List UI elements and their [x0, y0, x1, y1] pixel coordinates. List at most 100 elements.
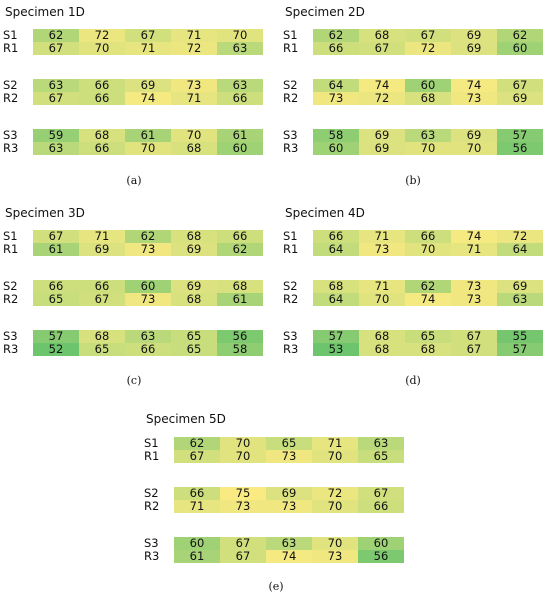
heatmap-row-s1: S1 62 72 67 71 70 [3, 29, 263, 42]
row-label: S1 [283, 28, 298, 42]
heatmap-cell: 63 [497, 293, 543, 306]
heatmap-cell: 66 [79, 79, 125, 92]
heatmap-cell: 63 [125, 330, 171, 343]
heatmap-cell: 72 [405, 42, 451, 55]
heatmap-cell: 63 [266, 537, 312, 550]
heatmap-cell: 62 [174, 437, 220, 450]
heatmap-cell: 67 [497, 79, 543, 92]
heatmap-cell: 66 [79, 142, 125, 155]
heatmap-cell: 57 [33, 330, 79, 343]
heatmap-cell: 68 [171, 230, 217, 243]
row-label: R2 [283, 91, 299, 105]
heatmap-cell: 63 [405, 129, 451, 142]
heatmap-cell: 56 [358, 550, 404, 563]
heatmap-row-s1: S1 62 68 67 69 62 [283, 29, 543, 42]
heatmap-cell: 66 [217, 92, 263, 105]
figure-caption: (d) [405, 374, 421, 387]
heatmap-cell: 56 [497, 142, 543, 155]
heatmap-row-r2: R2 71 73 73 70 66 [144, 500, 404, 513]
heatmap-cell: 58 [313, 129, 359, 142]
heatmap-row-r1: R1 64 73 70 71 64 [283, 243, 543, 256]
heatmap-cell: 58 [217, 343, 263, 356]
heatmap-cell: 67 [33, 230, 79, 243]
heatmap-cell: 57 [497, 343, 543, 356]
heatmap-cell: 66 [217, 230, 263, 243]
heatmap-cell: 66 [79, 280, 125, 293]
heatmap-cell: 68 [359, 29, 405, 42]
heatmap-cell: 73 [451, 293, 497, 306]
heatmap-row-s3: S3 57 68 63 65 56 [3, 330, 263, 343]
heatmap-cell: 73 [313, 92, 359, 105]
heatmap-cell: 74 [125, 92, 171, 105]
row-label: S1 [3, 229, 18, 243]
heatmap-cell: 70 [171, 129, 217, 142]
heatmap-cell: 66 [125, 343, 171, 356]
heatmap-cell: 74 [451, 79, 497, 92]
heatmap-row-r2: R2 73 72 68 73 69 [283, 92, 543, 105]
heatmap-cell: 57 [497, 129, 543, 142]
heatmap-cell: 57 [313, 330, 359, 343]
heatmap-row-r1: R1 67 70 71 72 63 [3, 42, 263, 55]
heatmap-cell: 68 [217, 280, 263, 293]
heatmap-row-s2: S2 68 71 62 73 69 [283, 280, 543, 293]
heatmap-cell: 55 [497, 330, 543, 343]
heatmap-cell: 73 [451, 280, 497, 293]
heatmap-specimen-2d: Specimen 2D S1 62 68 67 69 62 R1 66 67 72 69 60 S2 64… [283, 0, 550, 195]
heatmap-cell: 67 [220, 537, 266, 550]
heatmap-cell: 68 [405, 343, 451, 356]
heatmap-cell: 68 [79, 129, 125, 142]
heatmap-cell: 73 [125, 243, 171, 256]
heatmap-cell: 60 [405, 79, 451, 92]
heatmap-cell: 60 [358, 537, 404, 550]
heatmap-cell: 62 [33, 29, 79, 42]
heatmap-row-s2: S2 63 66 69 73 63 [3, 79, 263, 92]
heatmap-cell: 70 [79, 42, 125, 55]
heatmap-cell: 68 [313, 280, 359, 293]
heatmap-cell: 70 [312, 537, 358, 550]
heatmap-row-r3: R3 63 66 70 68 60 [3, 142, 263, 155]
row-label: S1 [3, 28, 18, 42]
row-label: R1 [144, 449, 160, 463]
heatmap-cell: 68 [405, 92, 451, 105]
heatmap-cell: 71 [125, 42, 171, 55]
row-label: S3 [3, 128, 18, 142]
heatmap-cell: 62 [217, 243, 263, 256]
heatmap-cell: 66 [79, 92, 125, 105]
heatmap-cell: 70 [217, 29, 263, 42]
heatmap-cell: 61 [125, 129, 171, 142]
heatmap-specimen-5d: Specimen 5D S1 62 70 65 71 63 R1 67 70 73 70 65 S2 66… [144, 408, 414, 599]
row-label: S2 [144, 486, 159, 500]
row-label: S1 [144, 436, 159, 450]
heatmap-specimen-1d: Specimen 1D S1 62 72 67 71 70 R1 67 70 71 72 63 S2 63… [3, 0, 273, 195]
heatmap-cell: 71 [171, 29, 217, 42]
heatmap-cell: 61 [174, 550, 220, 563]
heatmap-cell: 73 [171, 79, 217, 92]
heatmap-cell: 66 [358, 500, 404, 513]
heatmap-cell: 71 [359, 230, 405, 243]
heatmap-cell: 65 [79, 343, 125, 356]
heatmap-cell: 64 [313, 79, 359, 92]
heatmap-cell: 62 [125, 230, 171, 243]
row-label: R1 [283, 242, 299, 256]
heatmap-cell: 69 [497, 280, 543, 293]
heatmap-cell: 69 [171, 243, 217, 256]
heatmap-cell: 67 [79, 293, 125, 306]
heatmap-cell: 66 [405, 230, 451, 243]
heatmap-cell: 64 [497, 243, 543, 256]
heatmap-cell: 67 [451, 343, 497, 356]
heatmap-specimen-3d: Specimen 3D S1 67 71 62 68 66 R1 61 69 73 69 62 S2 66… [3, 204, 273, 399]
heatmap-cell: 63 [358, 437, 404, 450]
heatmap-cell: 64 [313, 293, 359, 306]
heatmap-cell: 59 [33, 129, 79, 142]
heatmap-cell: 70 [359, 293, 405, 306]
heatmap-row-s2: S2 66 75 69 72 67 [144, 487, 404, 500]
row-label: S3 [144, 536, 159, 550]
heatmap-row-r3: R3 60 69 70 70 56 [283, 142, 543, 155]
row-label: S3 [283, 329, 298, 343]
heatmap-cell: 64 [313, 243, 359, 256]
row-label: S3 [3, 329, 18, 343]
heatmap-cell: 69 [359, 129, 405, 142]
heatmap-cell: 73 [266, 450, 312, 463]
heatmap-cell: 67 [451, 330, 497, 343]
heatmap-cell: 70 [220, 437, 266, 450]
